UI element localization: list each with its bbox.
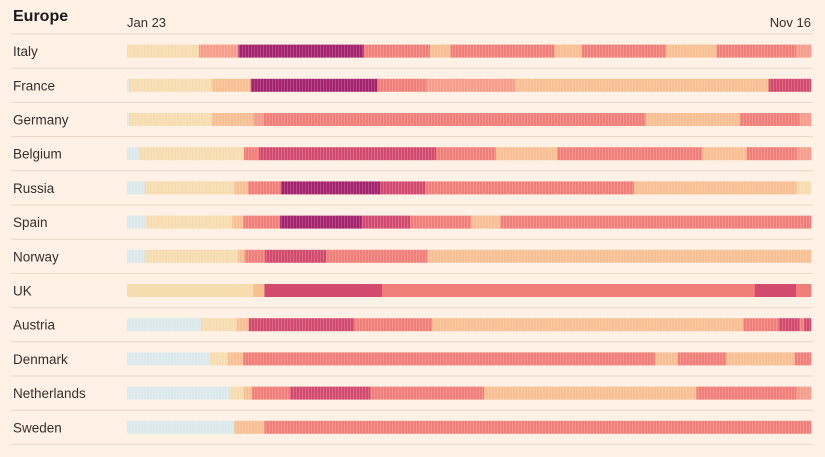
daily-stripe-overlay [127,420,811,434]
daily-stripe-overlay [127,215,811,229]
heatmap-rows: Italy France Germany Belgium Russia Spain Norw… [11,33,813,445]
heatmap-row-spain: Spain [11,204,813,230]
heatmap-segment [754,284,797,297]
daily-stripe-overlay [127,386,811,400]
heatmap-segment [253,284,265,297]
daily-stripe-overlay [127,147,811,161]
daily-stripe-overlay [127,352,811,366]
daily-stripe-overlay [127,249,811,263]
heatmap-row-sweden: Sweden [11,409,813,435]
heatmap-row-austria: Austria [11,307,813,333]
heatmap-segment [127,284,254,297]
daily-stripe-overlay [127,113,811,126]
heatmap-row-denmark: Denmark [11,341,813,367]
heatmap-row-russia: Russia [11,170,813,196]
country-label: UK [13,284,32,299]
daily-stripe-overlay [127,181,811,195]
heatmap-segment [264,284,383,297]
x-end-label: Nov 16 [770,15,811,30]
heatmap-row-norway: Norway [11,238,813,264]
heatmap-segment [382,284,756,297]
country-label: Belgium [13,147,62,162]
country-label: Italy [13,44,38,59]
country-label: Netherlands [13,386,86,401]
heatmap-segment [795,284,812,297]
heatmap-row-italy: Italy [11,33,813,59]
heatmap-row-netherlands: Netherlands [11,375,813,401]
country-label: Spain [13,215,48,230]
heatmap-row-uk: UK [11,272,813,299]
country-label: Denmark [13,352,68,367]
daily-stripe-overlay [127,78,811,92]
heatmap-row-france: France [11,67,813,93]
heatmap-row-germany: Germany [11,101,813,128]
country-label: Germany [13,113,69,128]
daily-stripe-overlay [127,44,811,58]
x-start-label: Jan 23 [127,15,166,30]
heatmap-row-belgium: Belgium [11,136,813,162]
country-label: Russia [13,181,55,196]
country-label: Norway [13,249,59,264]
country-label: France [13,78,55,93]
daily-stripe-overlay [127,318,811,332]
country-label: Sweden [13,420,62,435]
chart-title: Europe [13,8,68,25]
country-label: Austria [13,318,56,333]
